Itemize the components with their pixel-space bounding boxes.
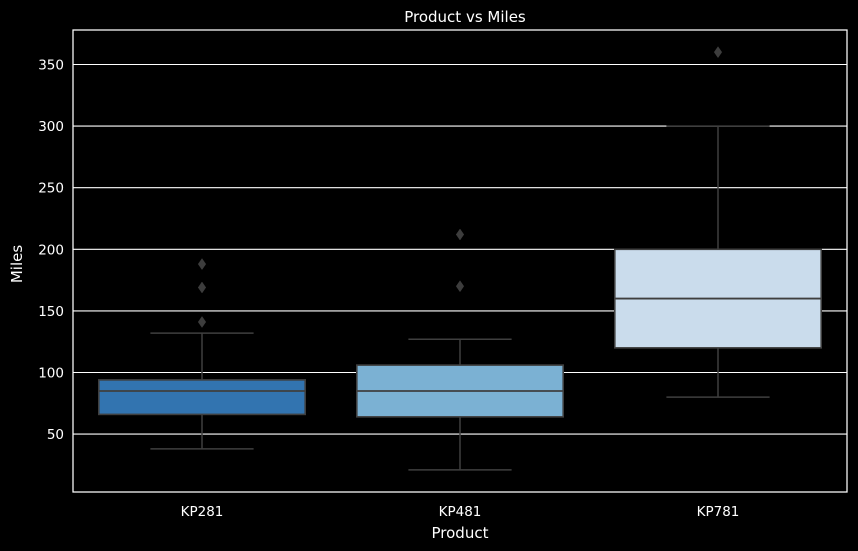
outlier-point (197, 258, 207, 271)
outlier-point (197, 316, 207, 328)
y-tick-label: 350 (38, 57, 64, 73)
chart-title: Product vs Miles (404, 8, 526, 26)
y-axis-title: Miles (8, 245, 26, 284)
x-tick-label: KP781 (697, 504, 740, 520)
iqr-box (98, 379, 306, 416)
box-kp481 (355, 228, 564, 471)
outlier-point (197, 281, 207, 294)
box-kp281 (98, 258, 306, 450)
tick-labels: 50 100 150 200 250 300 350 KP281 KP481 KP781 (38, 57, 739, 520)
x-axis-title: Product (432, 524, 489, 542)
box-series (98, 46, 822, 471)
y-tick-label: 250 (38, 181, 64, 197)
y-tick-label: 100 (38, 365, 64, 381)
outlier-point (455, 280, 465, 293)
outlier-point (713, 46, 723, 59)
x-tick-label: KP281 (181, 504, 224, 520)
y-tick-label: 300 (38, 119, 64, 135)
outlier-point (455, 228, 465, 241)
x-tick-label: KP481 (439, 504, 482, 520)
plot-frame (72, 29, 848, 493)
box-kp781 (613, 46, 822, 398)
y-tick-label: 50 (47, 427, 64, 443)
y-tick-label: 150 (38, 304, 64, 320)
y-tick-label: 200 (38, 242, 64, 258)
